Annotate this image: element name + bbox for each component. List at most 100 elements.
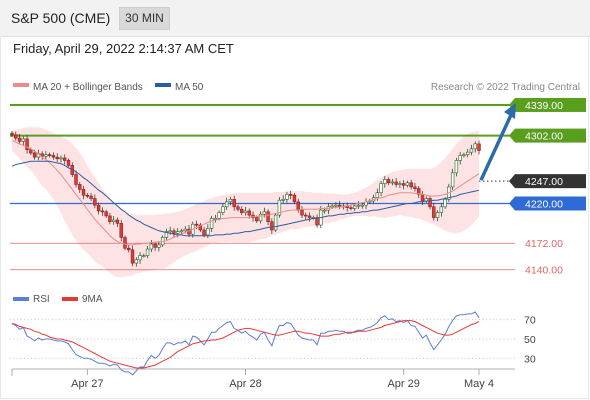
level-tag-4220-00 bbox=[515, 196, 586, 211]
level-tag-pointer bbox=[509, 196, 515, 211]
candle-up bbox=[334, 204, 338, 207]
instrument-title: S&P 500 (CME) bbox=[11, 10, 111, 26]
candle-up bbox=[206, 228, 210, 236]
candle-up bbox=[390, 181, 395, 184]
candle-down bbox=[47, 154, 52, 156]
candle-up bbox=[217, 212, 221, 219]
candle-up bbox=[450, 172, 455, 188]
candle-up bbox=[224, 201, 229, 208]
candle-up bbox=[473, 143, 477, 150]
candle-down bbox=[432, 206, 436, 218]
candle-down bbox=[32, 152, 37, 158]
candle-down bbox=[29, 149, 33, 154]
candle-down bbox=[93, 198, 97, 206]
level-label-4302-00: 4302.00 bbox=[525, 131, 563, 143]
candle-down bbox=[288, 194, 293, 196]
chart-timestamp: Friday, April 29, 2022 2:14:37 AM CET bbox=[13, 41, 234, 56]
candle-up bbox=[443, 199, 447, 208]
candle-down bbox=[349, 207, 353, 209]
candle-down bbox=[127, 247, 131, 251]
candle-down bbox=[78, 184, 82, 190]
candle-up bbox=[168, 230, 172, 233]
candle-up bbox=[379, 183, 383, 194]
candle-down bbox=[428, 198, 432, 208]
candle-up bbox=[142, 255, 146, 257]
candle-down bbox=[247, 210, 251, 216]
candle-up bbox=[262, 211, 267, 215]
candle-up bbox=[281, 199, 285, 201]
candle-down bbox=[74, 174, 78, 185]
candle-down bbox=[315, 217, 319, 226]
candle-up bbox=[273, 214, 278, 231]
candle-up bbox=[360, 204, 364, 207]
candle-up bbox=[322, 209, 327, 212]
candle-down bbox=[10, 132, 14, 136]
candle-down bbox=[255, 217, 259, 222]
rsi-legend-label: RSI bbox=[33, 294, 50, 305]
candle-up bbox=[44, 154, 48, 157]
candle-up bbox=[439, 206, 444, 213]
candle-up bbox=[149, 243, 154, 250]
candle-down bbox=[100, 210, 105, 213]
level-tag-4247-00 bbox=[515, 174, 586, 189]
candle-down bbox=[198, 224, 203, 231]
level-tag-4302-00 bbox=[515, 128, 586, 143]
candle-down bbox=[172, 230, 176, 234]
candle-down bbox=[119, 223, 123, 238]
rsi-panel: 70 50 30 bbox=[10, 311, 536, 376]
forecast-arrow-head bbox=[504, 102, 516, 119]
candle-up bbox=[228, 199, 233, 203]
research-credit: Research © 2022 Trading Central bbox=[431, 82, 580, 93]
candle-up bbox=[469, 148, 474, 153]
rsi-line bbox=[11, 311, 480, 376]
time-axis: Apr 27 Apr 28 Apr 29 May 4 bbox=[11, 368, 515, 390]
price-panel: 4339.00 4302.00 4247.00 4220.00 4172.00 4140.… bbox=[10, 97, 586, 278]
candle-up bbox=[458, 155, 462, 161]
timeframe-button[interactable]: 30 MIN bbox=[119, 7, 170, 30]
candle-down bbox=[40, 153, 44, 157]
candle-up bbox=[111, 219, 116, 223]
bollinger-band-area bbox=[12, 127, 479, 278]
candle-down bbox=[108, 215, 112, 223]
candle-down bbox=[123, 237, 127, 249]
x-tick-label: Apr 27 bbox=[71, 378, 103, 390]
ma50-line bbox=[11, 160, 480, 237]
forecast-arrow bbox=[479, 114, 513, 181]
candle-up bbox=[375, 192, 380, 198]
candle-down bbox=[130, 249, 135, 264]
candle-up bbox=[145, 248, 150, 256]
ma20-line bbox=[11, 140, 480, 246]
candle-up bbox=[134, 259, 138, 264]
chart-header: S&P 500 (CME) 30 MIN bbox=[0, 0, 590, 37]
candle-down bbox=[232, 199, 236, 208]
candle-up bbox=[466, 151, 470, 155]
rsi-ma-legend-swatch bbox=[62, 297, 78, 301]
candle-down bbox=[66, 160, 71, 166]
candle-down bbox=[202, 229, 206, 236]
candle-down bbox=[413, 186, 417, 189]
level-label-4339-00: 4339.00 bbox=[525, 100, 563, 112]
rsi-legend-swatch bbox=[13, 297, 29, 301]
candle-up bbox=[435, 212, 440, 218]
candle-up bbox=[398, 183, 402, 185]
rsi-tick-label: 50 bbox=[524, 334, 536, 346]
level-label-4220-00: 4220.00 bbox=[525, 198, 563, 210]
rsi-ma-legend-label: 9MA bbox=[82, 294, 103, 305]
rsi-tick-label: 70 bbox=[524, 315, 536, 327]
candle-up bbox=[285, 194, 289, 200]
candle-down bbox=[115, 219, 120, 224]
candle-up bbox=[405, 182, 410, 186]
candle-down bbox=[104, 211, 108, 217]
candle-up bbox=[183, 228, 187, 232]
candle-down bbox=[236, 206, 240, 210]
candle-down bbox=[25, 138, 29, 150]
candle-down bbox=[194, 223, 199, 226]
candle-down bbox=[85, 194, 90, 197]
level-label-4140-00: 4140.00 bbox=[525, 265, 563, 277]
level-label-4172-00: 4172.00 bbox=[525, 238, 563, 250]
candle-down bbox=[51, 155, 56, 158]
candle-up bbox=[21, 138, 25, 142]
candle-up bbox=[353, 205, 357, 209]
ma50-legend-label: MA 50 bbox=[175, 82, 204, 93]
x-tick-label: Apr 29 bbox=[387, 378, 419, 390]
